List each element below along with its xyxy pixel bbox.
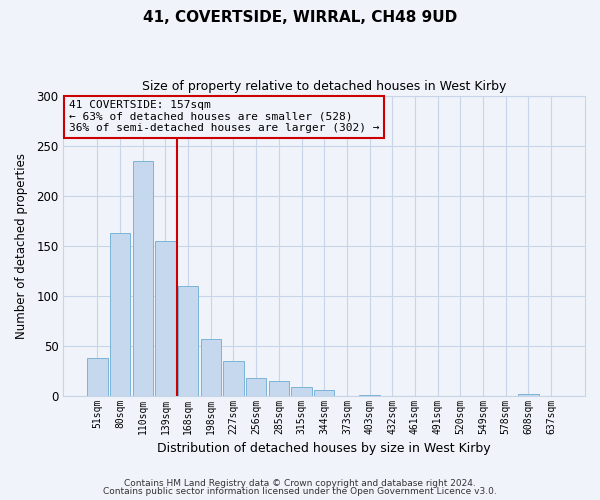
Bar bbox=[359, 394, 380, 396]
Y-axis label: Number of detached properties: Number of detached properties bbox=[15, 152, 28, 338]
Bar bbox=[246, 378, 266, 396]
Text: Contains HM Land Registry data © Crown copyright and database right 2024.: Contains HM Land Registry data © Crown c… bbox=[124, 478, 476, 488]
Bar bbox=[178, 286, 199, 396]
Bar bbox=[223, 360, 244, 396]
Bar bbox=[292, 386, 312, 396]
Bar bbox=[269, 380, 289, 396]
Bar bbox=[110, 232, 130, 396]
Bar bbox=[200, 338, 221, 396]
Bar bbox=[87, 358, 107, 396]
Bar bbox=[518, 394, 539, 396]
Text: 41, COVERTSIDE, WIRRAL, CH48 9UD: 41, COVERTSIDE, WIRRAL, CH48 9UD bbox=[143, 10, 457, 25]
Bar bbox=[155, 240, 176, 396]
Text: Contains public sector information licensed under the Open Government Licence v3: Contains public sector information licen… bbox=[103, 487, 497, 496]
Text: 41 COVERTSIDE: 157sqm
← 63% of detached houses are smaller (528)
36% of semi-det: 41 COVERTSIDE: 157sqm ← 63% of detached … bbox=[68, 100, 379, 134]
Bar bbox=[314, 390, 334, 396]
Bar bbox=[133, 160, 153, 396]
Title: Size of property relative to detached houses in West Kirby: Size of property relative to detached ho… bbox=[142, 80, 506, 93]
X-axis label: Distribution of detached houses by size in West Kirby: Distribution of detached houses by size … bbox=[157, 442, 491, 455]
